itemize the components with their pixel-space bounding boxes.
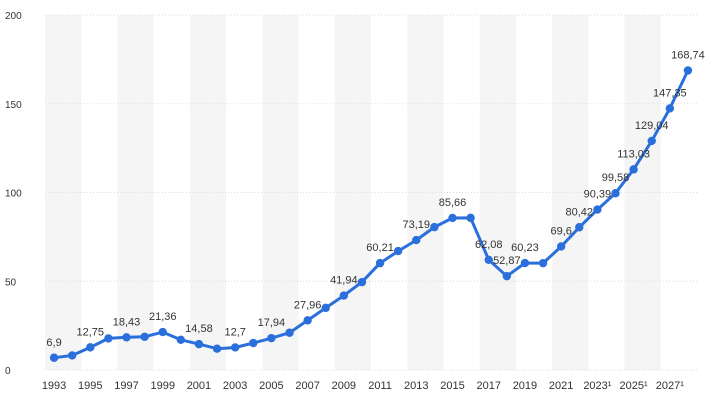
data-point[interactable] bbox=[49, 353, 59, 362]
data-point[interactable] bbox=[339, 291, 349, 300]
y-axis-ticks: 0 50 100 150 200 bbox=[5, 11, 22, 377]
y-tick-label: 200 bbox=[5, 11, 22, 22]
x-tick-label: 1999 bbox=[150, 380, 174, 392]
background-band bbox=[262, 15, 299, 370]
data-point[interactable] bbox=[502, 271, 512, 281]
data-point[interactable] bbox=[104, 334, 113, 343]
data-point[interactable] bbox=[466, 213, 475, 223]
y-tick-label: 150 bbox=[5, 100, 22, 111]
data-point[interactable] bbox=[67, 351, 77, 360]
data-point[interactable] bbox=[285, 328, 294, 337]
data-point[interactable] bbox=[176, 335, 186, 345]
data-label: 73,19 bbox=[403, 219, 431, 231]
data-point[interactable] bbox=[575, 223, 584, 232]
data-label: 168,74 bbox=[671, 49, 705, 61]
data-label: 62,08 bbox=[475, 239, 503, 251]
gridlines bbox=[45, 14, 697, 371]
x-tick-label: 1995 bbox=[78, 380, 102, 392]
x-tick-label: 2025¹ bbox=[620, 380, 648, 392]
data-label: 52,87 bbox=[493, 255, 521, 267]
x-tick-label: 2001 bbox=[187, 380, 211, 392]
data-point[interactable] bbox=[303, 316, 312, 325]
data-point[interactable] bbox=[665, 104, 675, 113]
data-label: 14,58 bbox=[185, 323, 213, 335]
data-label: 85,66 bbox=[439, 197, 467, 209]
y-tick-label: 0 bbox=[5, 366, 11, 377]
data-label: 99,58 bbox=[602, 172, 630, 184]
data-point[interactable] bbox=[321, 303, 330, 313]
y-tick-label: 100 bbox=[5, 189, 22, 200]
data-point[interactable] bbox=[267, 333, 276, 343]
data-label: 90,39 bbox=[584, 189, 612, 201]
data-label: 12,75 bbox=[77, 326, 105, 338]
data-point[interactable] bbox=[538, 258, 548, 268]
background-band bbox=[479, 15, 516, 370]
data-label: 113,03 bbox=[617, 148, 650, 160]
background-band bbox=[407, 15, 444, 370]
data-point[interactable] bbox=[393, 246, 403, 256]
data-label: 60,21 bbox=[366, 242, 394, 254]
data-label: 21,36 bbox=[149, 311, 177, 323]
data-label: 18,43 bbox=[113, 316, 141, 328]
data-label: 60,23 bbox=[511, 242, 539, 254]
data-point[interactable] bbox=[556, 242, 566, 251]
data-point[interactable] bbox=[448, 213, 457, 223]
data-point[interactable] bbox=[194, 339, 204, 349]
data-label: 129,04 bbox=[635, 120, 669, 132]
x-tick-label: 2023¹ bbox=[583, 380, 611, 392]
data-point[interactable] bbox=[412, 235, 421, 245]
data-point[interactable] bbox=[430, 222, 439, 232]
data-point[interactable] bbox=[212, 344, 222, 353]
data-point[interactable] bbox=[683, 66, 693, 75]
data-label: 12,7 bbox=[224, 326, 245, 338]
x-tick-label: 2015 bbox=[440, 380, 464, 392]
x-tick-label: 2013 bbox=[404, 380, 428, 392]
y-tick-label: 50 bbox=[5, 277, 17, 288]
data-point[interactable] bbox=[122, 333, 131, 342]
data-label: 147,35 bbox=[653, 87, 687, 99]
x-tick-label: 2007 bbox=[295, 380, 319, 392]
background-band bbox=[334, 15, 371, 370]
data-label: 69,6 bbox=[550, 225, 571, 237]
data-label: 6,9 bbox=[46, 337, 61, 349]
data-label: 41,94 bbox=[330, 275, 358, 287]
x-axis-ticks: 1993 1995 1997 1999 2001 2003 2005 2007 2009 2011… bbox=[42, 380, 684, 392]
data-point[interactable] bbox=[629, 165, 638, 174]
data-point[interactable] bbox=[86, 343, 95, 352]
data-point[interactable] bbox=[230, 343, 240, 352]
data-label: 27,96 bbox=[294, 299, 322, 311]
x-tick-label: 1997 bbox=[114, 380, 138, 392]
data-point[interactable] bbox=[249, 338, 258, 348]
x-tick-label: 2005 bbox=[259, 380, 283, 392]
data-points bbox=[49, 66, 693, 362]
data-point[interactable] bbox=[520, 258, 530, 268]
x-tick-label: 2027¹ bbox=[656, 380, 684, 392]
data-labels: 6,9 12,75 18,43 21,36 14,58 12,7 17,94 27,96 41,… bbox=[46, 49, 704, 348]
data-label: 80,42 bbox=[566, 206, 594, 218]
data-point[interactable] bbox=[611, 189, 620, 198]
x-tick-label: 1993 bbox=[42, 380, 66, 392]
x-tick-label: 2009 bbox=[332, 380, 356, 392]
data-point[interactable] bbox=[158, 327, 167, 337]
data-label: 17,94 bbox=[258, 317, 286, 329]
x-tick-label: 2017 bbox=[476, 380, 500, 392]
data-point[interactable] bbox=[484, 255, 493, 265]
x-tick-label: 2003 bbox=[223, 380, 247, 392]
data-point[interactable] bbox=[140, 332, 149, 342]
x-tick-label: 2019 bbox=[513, 380, 537, 392]
x-tick-label: 2011 bbox=[368, 380, 392, 392]
data-point[interactable] bbox=[357, 277, 367, 287]
data-point[interactable] bbox=[647, 136, 656, 146]
x-tick-label: 2021 bbox=[549, 380, 573, 392]
data-point[interactable] bbox=[593, 205, 602, 214]
data-point[interactable] bbox=[375, 258, 385, 268]
